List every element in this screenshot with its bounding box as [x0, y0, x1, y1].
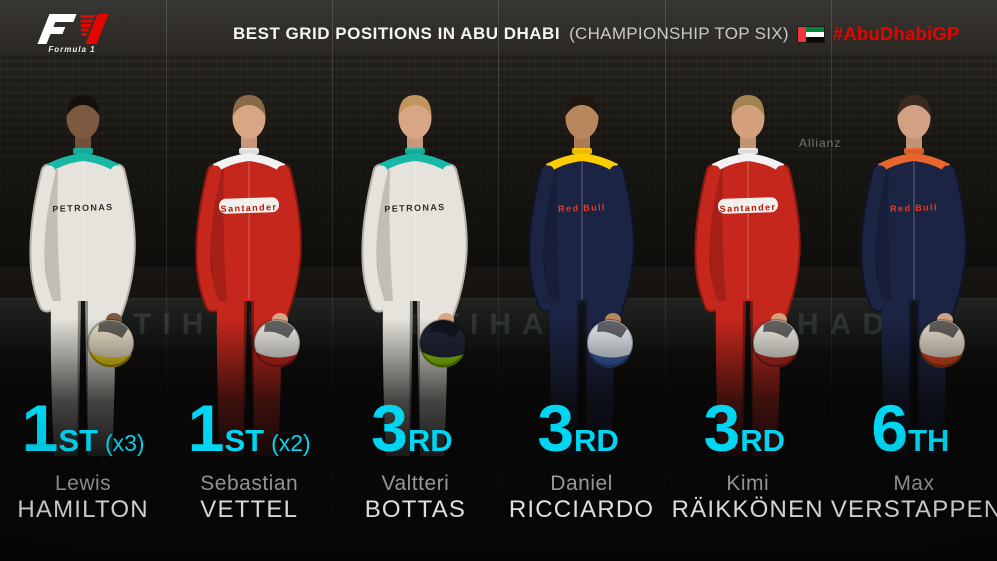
grid-position: 3 RD: [665, 391, 831, 465]
driver-first-name: Max: [893, 472, 935, 495]
position-ordinal: ST: [224, 423, 265, 458]
position-ordinal: TH: [908, 423, 950, 458]
driver-last-name: BOTTAS: [364, 496, 467, 523]
suit-sponsor-label: Santander: [719, 202, 777, 214]
position-ordinal: ST: [58, 423, 98, 458]
suit-sponsor-label: PETRONAS: [384, 201, 447, 215]
grid-position: 1 ST (x3): [0, 391, 166, 465]
position-number: 3: [371, 391, 408, 465]
driver-first-name: Lewis: [54, 472, 112, 495]
grid-position: 6 TH: [831, 391, 997, 465]
driver-last-name: VERSTAPPEN: [830, 496, 997, 523]
driver-last-name: RICCIARDO: [508, 496, 655, 523]
position-number: 3: [703, 391, 740, 465]
position-number: 1: [187, 391, 225, 465]
driver-column-ricciardo: Red Bull 3 RD Daniel RICCIARDO: [498, 0, 665, 561]
driver-first-name: Daniel: [550, 472, 613, 495]
driver-column-hamilton: PETRONAS 1 ST (x3) Lewis HAMILTON: [0, 0, 167, 561]
driver-first-name: Kimi: [726, 472, 770, 495]
position-count: (x3): [104, 430, 145, 456]
driver-column-vettel: Santander 1 ST (x2) Sebastian VETTEL: [166, 0, 333, 561]
grid-position: 3 RD: [499, 391, 665, 465]
position-number: 1: [21, 391, 59, 465]
driver-first-name: Sebastian: [200, 472, 299, 495]
grid-position: 1 ST (x2): [166, 391, 332, 465]
driver-first-name: Valtteri: [381, 472, 450, 495]
suit-sponsor-label: Red Bull: [889, 202, 938, 214]
position-ordinal: RD: [740, 423, 785, 458]
position-ordinal: RD: [407, 423, 453, 458]
driver-last-name: RÄIKKÖNEN: [671, 496, 824, 523]
position-count: (x2): [271, 430, 311, 456]
driver-last-name: HAMILTON: [17, 496, 149, 523]
position-number: 3: [537, 391, 574, 465]
suit-sponsor-label: PETRONAS: [52, 201, 114, 215]
suit-sponsor-label: Santander: [220, 202, 278, 214]
position-number: 6: [871, 391, 908, 465]
grid-position: 3 RD: [332, 391, 498, 465]
suit-sponsor-label: Red Bull: [557, 202, 606, 214]
driver-column-verstappen: Red Bull 6 TH Max VERSTAPPEN: [830, 0, 997, 561]
driver-column-bottas: PETRONAS 3 RD Valtteri BOTTAS: [332, 0, 499, 561]
position-ordinal: RD: [574, 423, 619, 458]
driver-column-raikkonen: Santander 3 RD Kimi RÄIKKÖNEN: [664, 0, 831, 561]
driver-last-name: VETTEL: [200, 496, 299, 523]
